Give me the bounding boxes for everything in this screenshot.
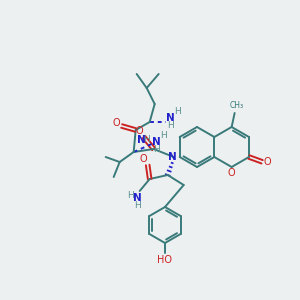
Text: N: N [137,135,146,145]
Text: H: H [134,200,141,209]
Text: N: N [133,193,142,203]
Text: O: O [263,157,271,167]
Text: CH₃: CH₃ [230,101,244,110]
Text: O: O [228,168,236,178]
Text: O: O [113,118,121,128]
Text: O: O [140,154,148,164]
Text: N: N [168,152,177,162]
Text: HO: HO [158,255,172,265]
Text: N: N [166,113,175,123]
Text: H: H [174,107,181,116]
Text: H: H [160,131,167,140]
Text: N: N [152,137,161,147]
Text: H: H [127,190,134,200]
Text: H: H [143,136,150,145]
Text: O: O [136,126,143,136]
Text: H: H [167,122,174,130]
Text: H: H [153,145,160,154]
